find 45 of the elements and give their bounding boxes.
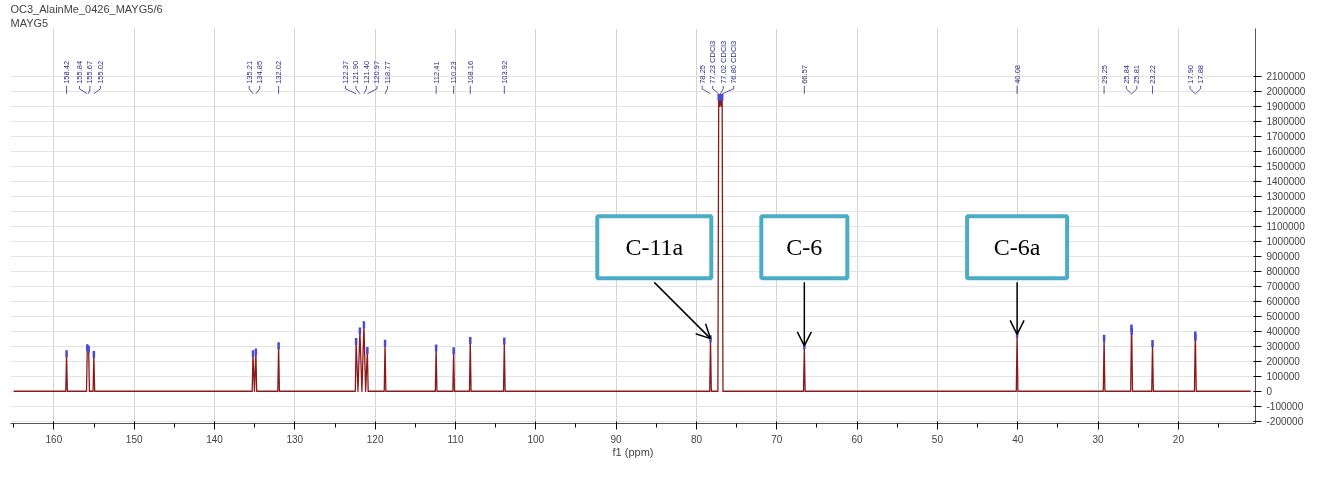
x-tick-label: 60	[851, 433, 864, 445]
y-tick-label: 1300000	[1266, 191, 1306, 203]
y-tick-label: 1500000	[1266, 161, 1306, 173]
y-tick-label: 1400000	[1266, 176, 1306, 188]
x-tick-label: 50	[931, 433, 944, 445]
y-tick-label: 1900000	[1266, 101, 1306, 113]
y-tick-label: 500000	[1266, 311, 1301, 323]
y-tick-label: 2000000	[1266, 86, 1306, 98]
x-tick-label: 40	[1012, 433, 1024, 445]
y-tick-label: 200000	[1266, 356, 1301, 368]
y-tick-label: 300000	[1266, 341, 1301, 353]
y-tick-label: 1000000	[1266, 236, 1306, 248]
y-tick-label: 800000	[1266, 266, 1301, 278]
x-tick-label: 90	[610, 433, 623, 445]
y-tick-label: 1100000	[1266, 221, 1306, 233]
x-tick-label: 160	[45, 433, 63, 445]
x-tick-label: 20	[1172, 433, 1185, 445]
x-tick-label: 70	[771, 433, 783, 445]
y-tick-label: 700000	[1266, 281, 1301, 293]
x-tick-label: 80	[690, 433, 703, 445]
x-tick-label: 150	[125, 433, 143, 445]
y-tick-label: 1700000	[1266, 131, 1306, 143]
x-tick-label: 100	[527, 433, 545, 445]
x-tick-label: 140	[206, 433, 224, 445]
y-tick-label: 2100000	[1266, 71, 1306, 83]
annotation: C-11a	[625, 234, 684, 261]
y-tick-label: 400000	[1266, 326, 1301, 338]
y-tick-label: 0	[1266, 386, 1273, 398]
y-tick-label: 1200000	[1266, 206, 1306, 218]
y-tick-label: 1800000	[1266, 116, 1306, 128]
annotation: C-6a	[993, 234, 1041, 261]
x-tick-label: 30	[1092, 433, 1105, 445]
x-tick-label: 120	[366, 433, 384, 445]
y-tick-label: 100000	[1266, 371, 1301, 383]
x-tick-label: 110	[447, 433, 464, 445]
chart-title: OC3_AlainMe_0426_MAYG5/6	[10, 2, 163, 15]
y-tick-label: 600000	[1266, 296, 1301, 308]
y-tick-label: 900000	[1266, 251, 1301, 263]
x-tick-label: 130	[286, 433, 304, 445]
x-axis-title: f1 (ppm)	[612, 445, 654, 458]
y-tick-label: -200000	[1266, 416, 1304, 428]
annotation: C-6	[786, 234, 823, 261]
chart-subtitle: MAYG5	[10, 16, 49, 29]
y-tick-label: -100000	[1266, 401, 1304, 413]
y-tick-label: 1600000	[1266, 146, 1306, 158]
